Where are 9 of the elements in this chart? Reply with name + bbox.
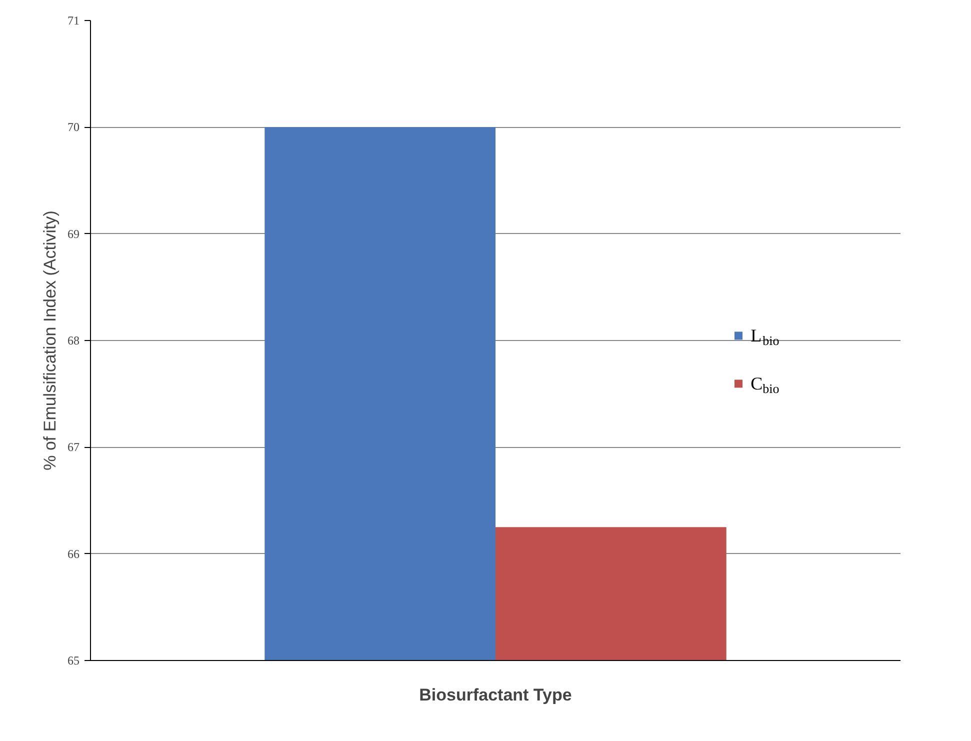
y-tick-label: 69 bbox=[68, 226, 80, 241]
y-tick-label: 68 bbox=[68, 334, 80, 348]
x-axis-title: Biosurfactant Type bbox=[419, 686, 572, 704]
y-tick-label: 71 bbox=[68, 14, 80, 28]
y-tick-label: 70 bbox=[68, 120, 80, 134]
y-tick-label: 65 bbox=[68, 654, 80, 668]
y-axis-title: % of Emulsification Index (Activity) bbox=[40, 210, 60, 470]
y-tick-label: 66 bbox=[68, 546, 80, 561]
y-tick-label: 67 bbox=[68, 440, 80, 454]
